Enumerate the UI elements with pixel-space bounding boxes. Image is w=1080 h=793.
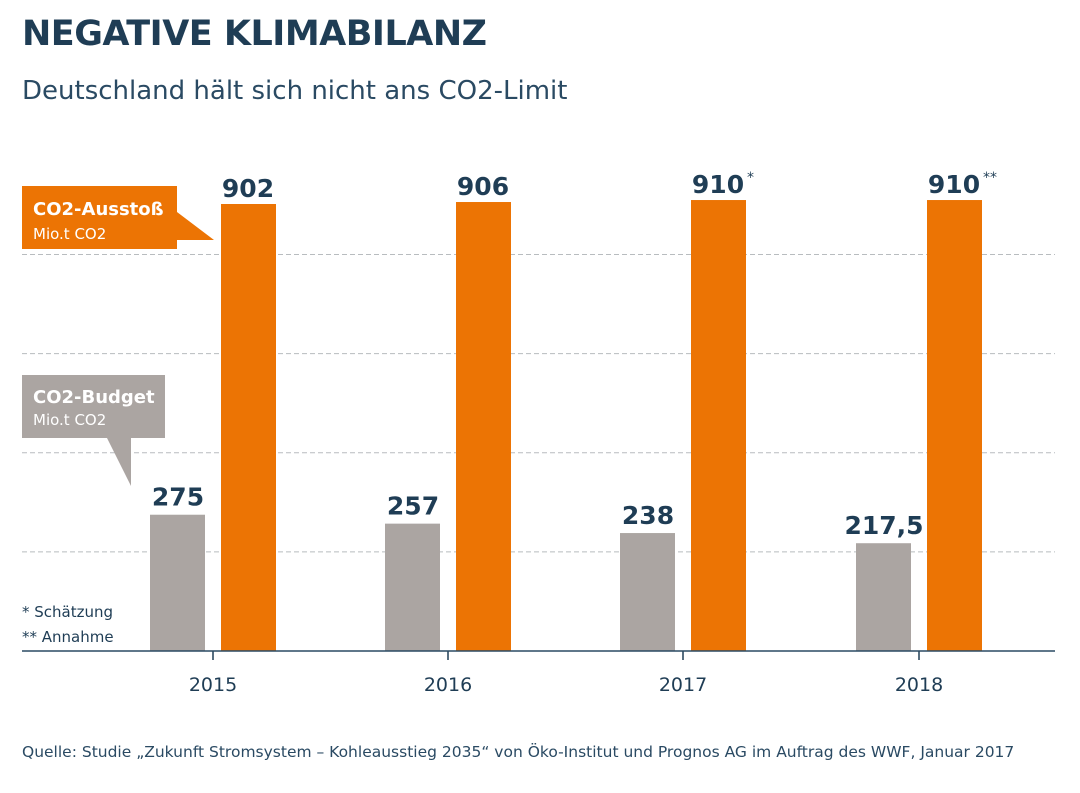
emissions-bar (456, 202, 511, 651)
budget-value-label: 217,5 (844, 511, 923, 540)
footnote: * Schätzung (22, 603, 113, 621)
chart-title: NEGATIVE KLIMABILANZ (22, 14, 487, 54)
footnote-marker: * (747, 170, 754, 186)
chart-subtitle: Deutschland hält sich nicht ans CO2-Limi… (22, 76, 568, 106)
budget-value-label: 275 (152, 483, 204, 512)
emissions-value-label: 910 (692, 170, 744, 199)
x-tick-label: 2018 (895, 674, 943, 696)
footnote-marker: ** (983, 170, 997, 186)
emissions-value-label: 906 (457, 172, 509, 201)
budget-value-label: 257 (387, 492, 439, 521)
source-note: Quelle: Studie „Zukunft Stromsystem – Ko… (22, 743, 1015, 761)
x-tick-label: 2017 (659, 674, 707, 696)
legend-budget-name: CO2-Budget (33, 387, 155, 408)
budget-value-label: 238 (622, 501, 674, 530)
emissions-bar (927, 200, 982, 652)
legend-emissions-callout (22, 186, 214, 249)
budget-bar (856, 543, 911, 651)
emissions-bar (691, 200, 746, 652)
footnote: ** Annahme (22, 628, 114, 646)
legend-budget-unit: Mio.t CO2 (33, 411, 106, 429)
x-tick-label: 2016 (424, 674, 472, 696)
emissions-value-label: 910 (928, 170, 980, 199)
x-tick-label: 2015 (189, 674, 237, 696)
emissions-bar (221, 204, 276, 651)
legend-emissions-name: CO2-Ausstoß (33, 199, 164, 220)
legend-emissions-unit: Mio.t CO2 (33, 225, 106, 243)
legend-budget-callout (22, 375, 165, 486)
emissions-value-label: 902 (222, 174, 274, 203)
budget-bar (620, 533, 675, 651)
budget-bar (385, 523, 440, 651)
budget-bar (150, 514, 205, 651)
